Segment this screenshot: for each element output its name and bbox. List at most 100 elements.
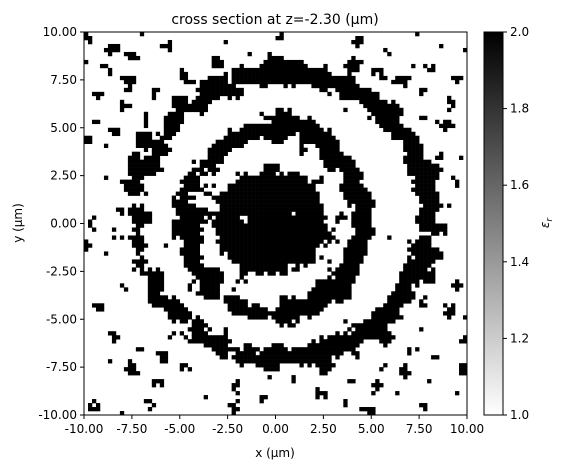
heatmap-cell bbox=[355, 327, 360, 332]
heatmap-cell bbox=[263, 351, 268, 356]
heatmap-cell bbox=[359, 183, 364, 188]
heatmap-cell bbox=[343, 171, 348, 176]
heatmap-cell bbox=[267, 351, 272, 356]
heatmap-cell bbox=[391, 299, 396, 304]
heatmap-cell bbox=[351, 67, 356, 73]
heatmap-cell bbox=[423, 195, 428, 200]
heatmap-cell bbox=[295, 227, 300, 232]
heatmap-cell bbox=[187, 339, 193, 344]
heatmap-cell bbox=[327, 139, 332, 145]
heatmap-cell bbox=[407, 259, 412, 264]
heatmap-cell bbox=[139, 347, 145, 352]
heatmap-cell bbox=[427, 235, 432, 240]
heatmap-cell bbox=[223, 335, 228, 340]
heatmap-cell bbox=[251, 131, 256, 137]
heatmap-cell bbox=[339, 187, 344, 192]
heatmap-cell bbox=[319, 179, 324, 184]
heatmap-cell bbox=[243, 75, 248, 81]
heatmap-cell bbox=[247, 263, 252, 268]
heatmap-cell bbox=[175, 119, 181, 125]
heatmap-cell bbox=[291, 315, 296, 320]
heatmap-cell bbox=[195, 263, 200, 268]
heatmap-cell bbox=[223, 299, 228, 304]
heatmap-cell bbox=[323, 143, 328, 148]
heatmap-cell bbox=[283, 207, 288, 212]
heatmap-cell bbox=[231, 71, 236, 77]
heatmap-cell bbox=[223, 91, 228, 97]
heatmap-cell bbox=[351, 243, 356, 248]
heatmap-cell bbox=[223, 231, 228, 236]
heatmap-cell bbox=[243, 259, 248, 264]
heatmap-cell bbox=[211, 55, 216, 61]
heatmap-cell bbox=[155, 267, 161, 272]
heatmap-cell bbox=[395, 115, 400, 121]
heatmap-cell bbox=[235, 195, 240, 200]
heatmap-cell bbox=[255, 359, 260, 364]
heatmap-cell bbox=[231, 355, 236, 360]
heatmap-cell bbox=[275, 111, 280, 117]
heatmap-cell bbox=[323, 83, 328, 89]
heatmap-cell bbox=[267, 251, 272, 256]
heatmap-cell bbox=[327, 127, 332, 133]
heatmap-cell bbox=[427, 67, 432, 73]
heatmap-cell bbox=[339, 163, 344, 168]
heatmap-cell bbox=[147, 143, 153, 148]
heatmap-cell bbox=[191, 159, 197, 164]
heatmap-cell bbox=[135, 247, 141, 252]
heatmap-cell bbox=[407, 279, 412, 284]
heatmap-cell bbox=[303, 215, 308, 220]
heatmap-cell bbox=[259, 203, 264, 208]
heatmap-cell bbox=[183, 183, 189, 188]
heatmap-cell bbox=[291, 183, 296, 188]
heatmap-cell bbox=[215, 275, 220, 280]
heatmap-cell bbox=[279, 179, 284, 184]
heatmap-cell bbox=[239, 359, 244, 364]
heatmap-cell bbox=[251, 203, 256, 208]
heatmap-cell bbox=[287, 319, 292, 324]
heatmap-cell bbox=[151, 91, 157, 97]
heatmap-cell bbox=[299, 347, 304, 352]
heatmap-cell bbox=[167, 119, 173, 125]
heatmap-cell bbox=[419, 219, 424, 224]
heatmap-cell bbox=[263, 359, 268, 364]
heatmap-cell bbox=[311, 67, 316, 73]
heatmap-cell bbox=[443, 119, 448, 125]
heatmap-cell bbox=[163, 299, 169, 304]
heatmap-cell bbox=[263, 115, 268, 121]
heatmap-cell bbox=[151, 87, 157, 93]
heatmap-cell bbox=[243, 299, 248, 304]
heatmap-cell bbox=[271, 119, 276, 125]
heatmap-cell bbox=[267, 171, 272, 176]
heatmap-cell bbox=[387, 123, 392, 129]
heatmap-cell bbox=[463, 335, 467, 340]
heatmap-cell bbox=[279, 63, 284, 69]
heatmap-cell bbox=[147, 271, 153, 276]
heatmap-cell bbox=[267, 239, 272, 244]
heatmap-cell bbox=[207, 275, 212, 280]
heatmap-cell bbox=[163, 43, 169, 49]
heatmap-cell bbox=[299, 151, 304, 156]
heatmap-cell bbox=[435, 119, 440, 125]
heatmap-cell bbox=[407, 139, 412, 145]
heatmap-cell bbox=[411, 151, 416, 156]
heatmap-cell bbox=[355, 63, 360, 69]
heatmap-cell bbox=[207, 335, 212, 340]
heatmap-cell bbox=[335, 347, 340, 352]
heatmap-cell bbox=[135, 211, 141, 216]
heatmap-cell bbox=[311, 83, 316, 89]
heatmap-cell bbox=[179, 119, 185, 125]
heatmap-cell bbox=[155, 131, 161, 137]
heatmap-cell bbox=[419, 275, 424, 280]
heatmap-cell bbox=[311, 207, 316, 212]
colorbar-tick-label: 2.0 bbox=[510, 25, 529, 39]
heatmap-cell bbox=[215, 143, 220, 148]
heatmap-cell bbox=[415, 187, 420, 192]
heatmap-cell bbox=[211, 171, 216, 176]
heatmap-cell bbox=[219, 195, 224, 200]
heatmap-cell bbox=[375, 379, 380, 384]
heatmap-cell bbox=[203, 343, 208, 348]
heatmap-cell bbox=[163, 303, 169, 308]
heatmap-cell bbox=[175, 127, 181, 133]
heatmap-cell bbox=[131, 155, 137, 160]
heatmap-cell bbox=[431, 227, 436, 232]
